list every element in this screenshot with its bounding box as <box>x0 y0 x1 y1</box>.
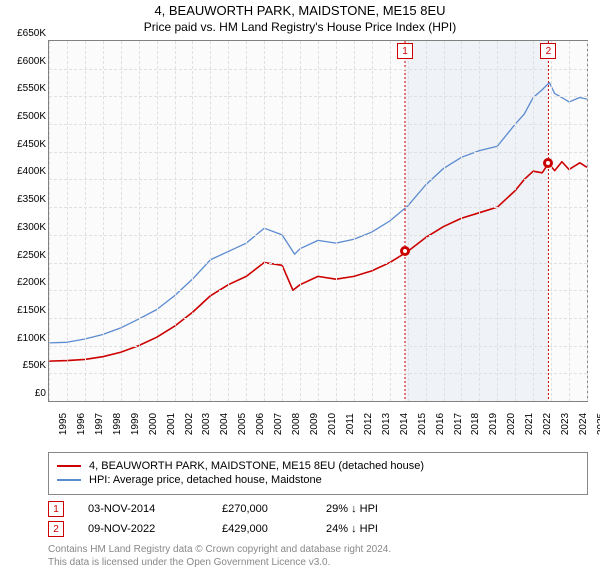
y-tick-label: £300K <box>4 222 46 233</box>
x-tick-label: 2017 <box>453 413 464 435</box>
x-tick-label: 2022 <box>542 413 553 435</box>
chart-marker-dot <box>400 246 410 256</box>
y-tick-label: £100K <box>4 333 46 344</box>
chart-marker-dot <box>543 158 553 168</box>
legend-swatch <box>57 479 81 481</box>
legend-swatch <box>57 465 81 467</box>
x-tick-label: 2009 <box>309 413 320 435</box>
x-tick-label: 2019 <box>489 413 500 435</box>
legend: 4, BEAUWORTH PARK, MAIDSTONE, ME15 8EU (… <box>48 452 588 495</box>
x-tick-label: 2001 <box>166 413 177 435</box>
legend-item: 4, BEAUWORTH PARK, MAIDSTONE, ME15 8EU (… <box>57 460 579 472</box>
chart-marker-badge: 1 <box>397 43 413 59</box>
x-tick-label: 2018 <box>471 413 482 435</box>
x-tick-label: 2014 <box>399 413 410 435</box>
y-tick-label: £150K <box>4 305 46 316</box>
transaction-marker: 1 <box>48 501 64 517</box>
y-tick-label: £50K <box>4 360 46 371</box>
footer-line-1: Contains HM Land Registry data © Crown c… <box>48 543 588 556</box>
legend-item: HPI: Average price, detached house, Maid… <box>57 474 579 486</box>
y-axis-labels: £0 £50K £100K £150K £200K £250K £300K £350K £400… <box>4 34 46 408</box>
y-tick-label: £200K <box>4 277 46 288</box>
x-tick-label: 2002 <box>184 413 195 435</box>
x-tick-label: 2013 <box>381 413 392 435</box>
x-tick-label: 2020 <box>506 413 517 435</box>
y-tick-label: £550K <box>4 83 46 94</box>
chart-container: 4, BEAUWORTH PARK, MAIDSTONE, ME15 8EU P… <box>0 0 600 569</box>
x-tick-label: 2003 <box>202 413 213 435</box>
x-tick-label: 2015 <box>417 413 428 435</box>
y-tick-label: £250K <box>4 250 46 261</box>
chart-plot: £0£50K£100K£150K£200K£250K£300K£350K£400… <box>48 40 588 402</box>
transaction-price: £429,000 <box>222 523 302 535</box>
x-tick-label: 2006 <box>255 413 266 435</box>
transaction-row: 1 03-NOV-2014 £270,000 29% ↓ HPI <box>48 501 588 517</box>
x-tick-label: 2021 <box>524 413 535 435</box>
transaction-price: £270,000 <box>222 503 302 515</box>
y-tick-label: £650K <box>4 28 46 39</box>
x-tick-label: 1995 <box>58 413 69 435</box>
x-tick-label: 2025 <box>596 413 600 435</box>
transactions-list: 1 03-NOV-2014 £270,000 29% ↓ HPI 2 09-NOV-202… <box>48 501 588 537</box>
title-subtitle: Price paid vs. HM Land Registry's House … <box>0 20 600 34</box>
legend-label: HPI: Average price, detached house, Maid… <box>89 474 322 486</box>
y-tick-label: £500K <box>4 111 46 122</box>
x-tick-label: 2023 <box>560 413 571 435</box>
transaction-date: 03-NOV-2014 <box>88 503 198 515</box>
x-tick-label: 1997 <box>94 413 105 435</box>
x-tick-label: 2024 <box>578 413 589 435</box>
x-axis-labels: 1995 1996 1997 1998 1999 2000 2001 2002 2003 2004… <box>49 404 587 446</box>
x-tick-label: 2008 <box>291 413 302 435</box>
x-tick-label: 2000 <box>148 413 159 435</box>
chart-marker-badge: 2 <box>540 43 556 59</box>
transaction-date: 09-NOV-2022 <box>88 523 198 535</box>
x-tick-label: 1999 <box>130 413 141 435</box>
transaction-delta: 29% ↓ HPI <box>326 503 378 515</box>
transaction-row: 2 09-NOV-2022 £429,000 24% ↓ HPI <box>48 521 588 537</box>
x-tick-label: 2004 <box>220 413 231 435</box>
x-tick-label: 1998 <box>112 413 123 435</box>
x-tick-label: 2016 <box>435 413 446 435</box>
title-address: 4, BEAUWORTH PARK, MAIDSTONE, ME15 8EU <box>0 3 600 18</box>
y-tick-label: £400K <box>4 166 46 177</box>
x-tick-label: 2007 <box>273 413 284 435</box>
x-tick-label: 1996 <box>76 413 87 435</box>
y-tick-label: £450K <box>4 139 46 150</box>
legend-label: 4, BEAUWORTH PARK, MAIDSTONE, ME15 8EU (… <box>89 460 424 472</box>
x-tick-label: 2012 <box>363 413 374 435</box>
footer-line-2: This data is licensed under the Open Gov… <box>48 556 588 569</box>
footer-attribution: Contains HM Land Registry data © Crown c… <box>48 543 588 569</box>
y-tick-label: £0 <box>4 388 46 399</box>
x-tick-label: 2010 <box>327 413 338 435</box>
transaction-delta: 24% ↓ HPI <box>326 523 378 535</box>
y-tick-label: £600K <box>4 56 46 67</box>
x-tick-label: 2011 <box>345 413 356 435</box>
transaction-marker: 2 <box>48 521 64 537</box>
x-tick-label: 2005 <box>237 413 248 435</box>
y-tick-label: £350K <box>4 194 46 205</box>
